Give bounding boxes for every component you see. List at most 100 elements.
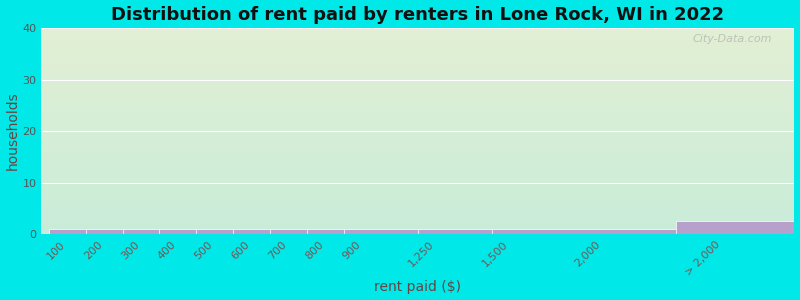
Bar [42,143,794,146]
Bar [42,135,794,137]
Bar [344,229,639,234]
Bar [42,63,794,65]
Bar [42,34,794,36]
Bar [42,82,794,84]
Bar [42,185,794,187]
Bar [42,220,794,222]
Bar [42,195,794,197]
Bar [42,40,794,42]
Bar [42,71,794,73]
Title: Distribution of rent paid by renters in Lone Rock, WI in 2022: Distribution of rent paid by renters in … [111,6,725,24]
Bar [42,175,794,176]
Bar [42,197,794,199]
Bar [42,127,794,129]
Bar [42,38,794,40]
Bar [42,80,794,82]
Bar [42,189,794,191]
Bar [42,108,794,110]
Bar [42,131,794,133]
X-axis label: rent paid ($): rent paid ($) [374,280,462,294]
Bar [42,59,794,61]
Bar [42,208,794,210]
Bar [49,229,270,234]
Bar [418,229,639,234]
Bar [42,170,794,172]
Bar [42,46,794,49]
Bar [42,61,794,63]
Bar [42,193,794,195]
Bar [42,65,794,67]
Bar [42,201,794,203]
Bar [42,75,794,77]
Bar [42,218,794,220]
Bar [42,216,794,218]
Bar [42,69,794,71]
Bar [42,226,794,228]
Bar [42,55,794,57]
Bar [42,84,794,86]
Bar [42,123,794,125]
Bar [42,214,794,216]
Bar [42,140,794,141]
Bar [42,183,794,185]
Bar [42,100,794,102]
Text: City-Data.com: City-Data.com [692,34,772,44]
Bar [42,92,794,94]
Bar [42,222,794,224]
Bar [42,106,794,108]
Bar [42,28,794,30]
Bar [42,146,794,148]
Bar [42,172,794,175]
Bar [42,115,794,117]
Bar [122,229,492,234]
Bar [42,137,794,140]
Bar [42,148,794,150]
Bar [42,199,794,201]
Bar [42,154,794,156]
Bar [42,49,794,51]
Bar [42,42,794,44]
Bar [42,160,794,162]
Bar [196,229,787,234]
Bar [42,73,794,75]
Bar [42,168,794,170]
Bar [42,210,794,212]
Bar [676,221,800,234]
Bar [492,229,800,234]
Bar [234,229,800,234]
Bar [42,51,794,53]
Y-axis label: households: households [6,92,19,170]
Bar [42,178,794,181]
Bar [42,176,794,178]
Bar [42,67,794,69]
Bar [42,203,794,206]
Bar [42,125,794,127]
Bar [42,181,794,183]
Bar [42,158,794,160]
Bar [42,104,794,106]
Bar [42,112,794,115]
Bar [42,212,794,214]
Bar [42,119,794,121]
Bar [42,86,794,88]
Bar [42,141,794,143]
Bar [42,53,794,55]
Bar [42,206,794,208]
Bar [42,156,794,158]
Bar [42,36,794,38]
Bar [42,230,794,232]
Bar [42,98,794,100]
Bar [42,57,794,59]
Bar [42,32,794,34]
Bar [42,224,794,226]
Bar [42,90,794,92]
Bar [42,152,794,154]
Bar [42,77,794,80]
Bar [42,129,794,131]
Bar [42,30,794,32]
Bar [42,102,794,104]
Bar [42,88,794,90]
Bar [159,229,234,234]
Bar [42,44,794,46]
Bar [42,166,794,168]
